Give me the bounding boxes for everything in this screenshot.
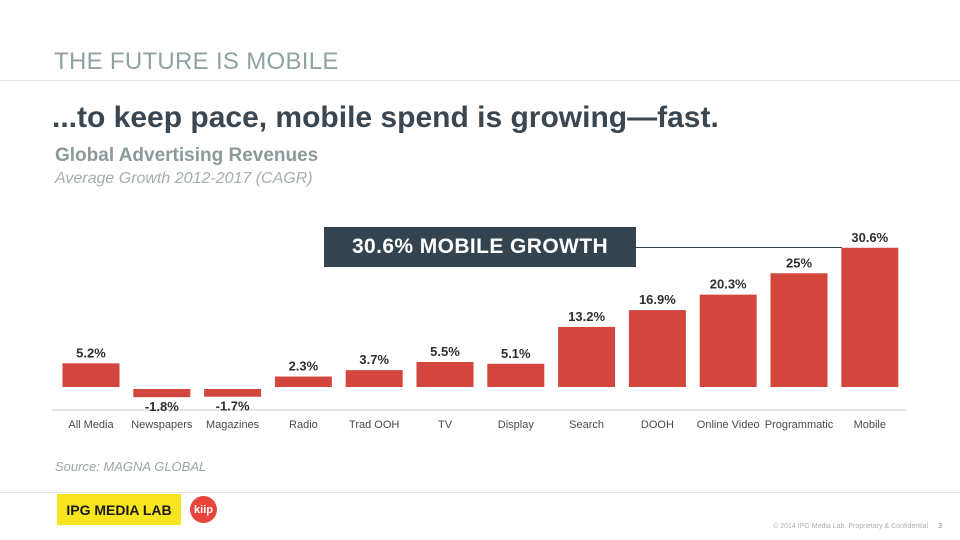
category-label: Radio	[289, 419, 318, 431]
value-label: 30.6%	[851, 230, 888, 245]
category-label: Trad OOH	[349, 419, 399, 431]
kiip-logo: kiip	[190, 496, 217, 523]
chart-subtitle: Average Growth 2012-2017 (CAGR)	[55, 170, 313, 187]
section-title: THE FUTURE IS MOBILE	[54, 48, 339, 75]
value-label: 2.3%	[289, 359, 319, 374]
bar-all-media	[62, 363, 120, 387]
value-label: 20.3%	[710, 277, 747, 292]
value-label: 16.9%	[639, 292, 676, 307]
ipg-media-lab-logo: IPG MEDIA LAB	[57, 494, 181, 525]
value-label: 5.2%	[76, 345, 106, 360]
category-label: Display	[498, 419, 535, 431]
value-label: 5.5%	[430, 344, 460, 359]
value-label: -1.8%	[145, 399, 179, 414]
bar-newspapers	[133, 389, 191, 398]
source-note: Source: MAGNA GLOBAL	[55, 459, 207, 474]
bar-programmatic	[770, 273, 828, 387]
bar-radio	[274, 376, 332, 387]
bar-magazines	[204, 389, 262, 397]
value-label: 5.1%	[501, 346, 531, 361]
category-label: Magazines	[206, 419, 260, 431]
category-label: DOOH	[641, 419, 674, 431]
bar-display	[487, 363, 545, 387]
bar-tv	[416, 361, 474, 387]
value-label: 13.2%	[568, 309, 605, 324]
value-label: 25%	[786, 255, 812, 270]
bar-mobile	[841, 247, 899, 387]
category-label: Newspapers	[131, 419, 193, 431]
top-divider	[0, 80, 960, 81]
bar-search	[558, 326, 616, 387]
copyright-text: © 2014 IPG Media Lab. Proprietary & Conf…	[773, 523, 929, 530]
bar-dooh	[628, 310, 686, 387]
bar-online-video	[699, 294, 757, 387]
chart-title: Global Advertising Revenues	[55, 145, 319, 166]
callout-connector	[636, 247, 842, 248]
value-label: 3.7%	[359, 352, 389, 367]
page-number: 3	[938, 523, 942, 530]
category-label: TV	[438, 419, 453, 431]
category-label: Online Video	[697, 419, 760, 431]
mobile-growth-callout: 30.6% MOBILE GROWTH	[324, 227, 636, 267]
category-label: All Media	[68, 419, 114, 431]
category-label: Search	[569, 419, 604, 431]
category-label: Programmatic	[765, 419, 834, 431]
bar-trad-ooh	[345, 370, 403, 387]
headline: ...to keep pace, mobile spend is growing…	[52, 101, 719, 134]
category-label: Mobile	[854, 419, 886, 431]
bottom-divider	[0, 492, 960, 493]
value-label: -1.7%	[216, 399, 250, 414]
footer: © 2014 IPG Media Lab. Proprietary & Conf…	[773, 523, 942, 530]
